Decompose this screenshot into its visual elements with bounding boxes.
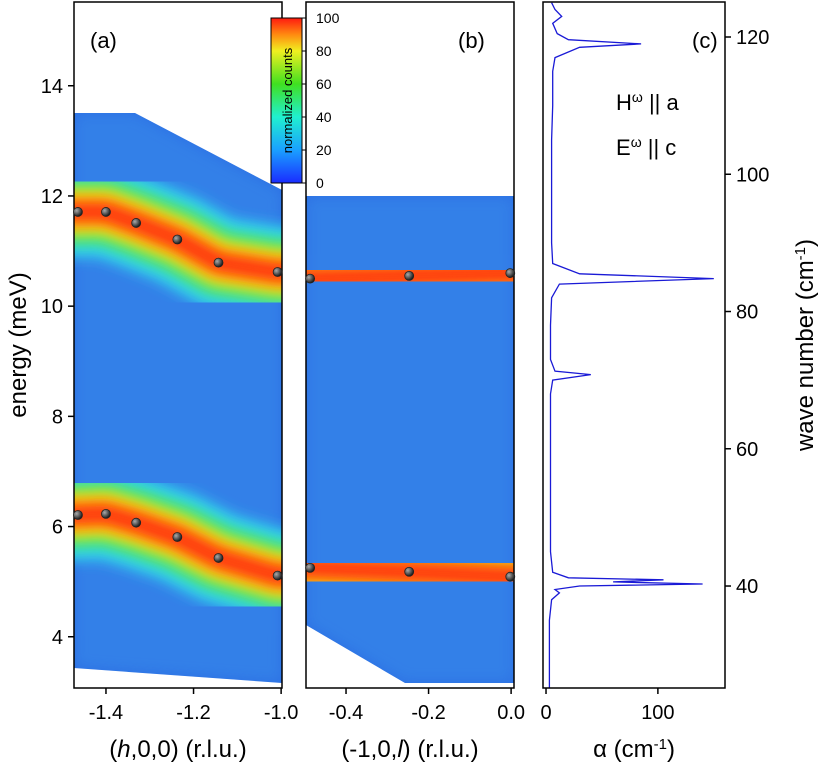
data-point [505, 571, 516, 582]
axes-frame [73, 1, 283, 689]
y2-tick-label: 60 [736, 439, 758, 461]
panel-label: (b) [458, 28, 485, 53]
x-tick-label: -1.4 [89, 702, 123, 724]
heatmap-bands [74, 113, 282, 683]
data-point [272, 267, 283, 277]
text-part: α (cm [593, 736, 654, 763]
text-part: ω [631, 134, 642, 150]
text-part: l [397, 736, 403, 763]
y-tick-label: 8 [52, 406, 63, 428]
y-tick-label: 14 [41, 76, 63, 98]
y2-tick-label: 80 [736, 302, 758, 324]
colorbar-tick-label: 80 [316, 43, 332, 59]
annotation: Hω || a [616, 89, 679, 115]
colorbar-tick-label: 40 [316, 109, 332, 125]
spectrum-line [548, 2, 714, 688]
x-tick-label: -0.2 [411, 702, 445, 724]
y2-tick-label: 40 [736, 576, 758, 598]
text-part: wave number (cm [792, 260, 819, 452]
data-point [172, 532, 183, 542]
colorbar-tick-label: 20 [316, 142, 332, 158]
text-part: ) [667, 736, 675, 763]
text-part: E [616, 135, 631, 160]
data-point [213, 553, 224, 563]
text-part: ) [792, 239, 819, 247]
data-point [101, 207, 111, 217]
data-point [101, 508, 111, 519]
data-point [172, 234, 183, 245]
y-axis-label: energy (meV) [5, 272, 32, 417]
x-tick-label: -1.2 [176, 702, 210, 724]
y2-tick-label: 100 [736, 164, 769, 186]
colorbar-tick-label: 100 [316, 10, 340, 26]
text-part: ,0,0) (r.l.u.) [131, 736, 247, 763]
panel-label: (a) [90, 28, 117, 53]
text-part: ω [632, 89, 643, 105]
data-point [73, 207, 83, 217]
x-axis-label: (-1,0,l) (r.l.u.) [341, 736, 478, 763]
text-part: h [117, 736, 130, 763]
colorbar-label: normalized counts [280, 47, 295, 153]
text-part: ) (r.l.u.) [403, 736, 479, 763]
x-tick-label: 0 [540, 702, 551, 724]
data-point [131, 517, 142, 528]
text-part: -1 [792, 247, 809, 260]
y-tick-label: 12 [41, 186, 63, 208]
axes-frame [305, 1, 515, 689]
data-point [213, 257, 224, 268]
colorbar-tick-label: 60 [316, 76, 332, 92]
y-tick-label: 10 [41, 296, 63, 318]
panel-label: (c) [692, 28, 718, 53]
annotation: Eω || c [616, 134, 676, 160]
y-tick-label: 4 [52, 627, 63, 649]
colorbar-tick-label: 0 [316, 175, 324, 191]
x-tick-label: 0.0 [497, 702, 525, 724]
axes-frame [542, 1, 726, 689]
data-point [131, 218, 142, 228]
text-part: || a [643, 90, 680, 115]
y2-tick-label: 120 [736, 27, 769, 49]
data-point [305, 562, 316, 573]
y-tick-label: 6 [52, 517, 63, 539]
data-point [73, 510, 83, 520]
x-axis-label: (h,0,0) (r.l.u.) [109, 736, 246, 763]
text-part: || c [642, 135, 677, 160]
y2-axis-label: wave number (cm-1) [792, 239, 820, 452]
data-point [404, 566, 415, 577]
x-tick-label: -0.4 [329, 702, 363, 724]
text-part: ( [109, 736, 117, 763]
x-axis-label: α (cm-1) [593, 736, 675, 764]
x-tick-label: -1.0 [264, 702, 298, 724]
text-part: H [616, 90, 632, 115]
colorbar [270, 17, 303, 184]
data-point [505, 268, 516, 278]
data-point [305, 273, 316, 284]
text-part: -1 [654, 736, 667, 753]
text-part: (-1,0, [341, 736, 397, 763]
data-point [404, 270, 415, 281]
x-tick-label: 100 [641, 702, 674, 724]
data-point [272, 570, 283, 581]
heatmap-bands [306, 196, 514, 683]
